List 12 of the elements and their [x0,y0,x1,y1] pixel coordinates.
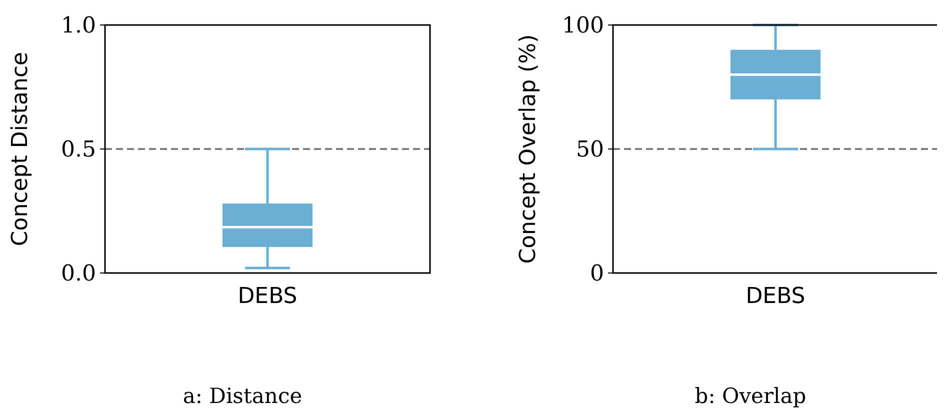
text: b: Overlap [694,384,806,408]
y-tick-label: 0.0 [61,262,96,287]
y-axis-title: Concept Distance [8,52,33,246]
y-axis-title: Concept Overlap (%) [516,34,541,264]
y-tick-label: 100 [562,14,604,39]
text: a: Distance [182,384,302,408]
x-tick-label: DEBS [238,284,298,309]
y-tick-label: 50 [576,138,604,163]
y-tick-label: 1.0 [61,14,96,39]
x-tick-label: DEBS [746,284,806,309]
y-tick-label: 0 [590,262,604,287]
y-tick-label: 0.5 [61,138,96,163]
